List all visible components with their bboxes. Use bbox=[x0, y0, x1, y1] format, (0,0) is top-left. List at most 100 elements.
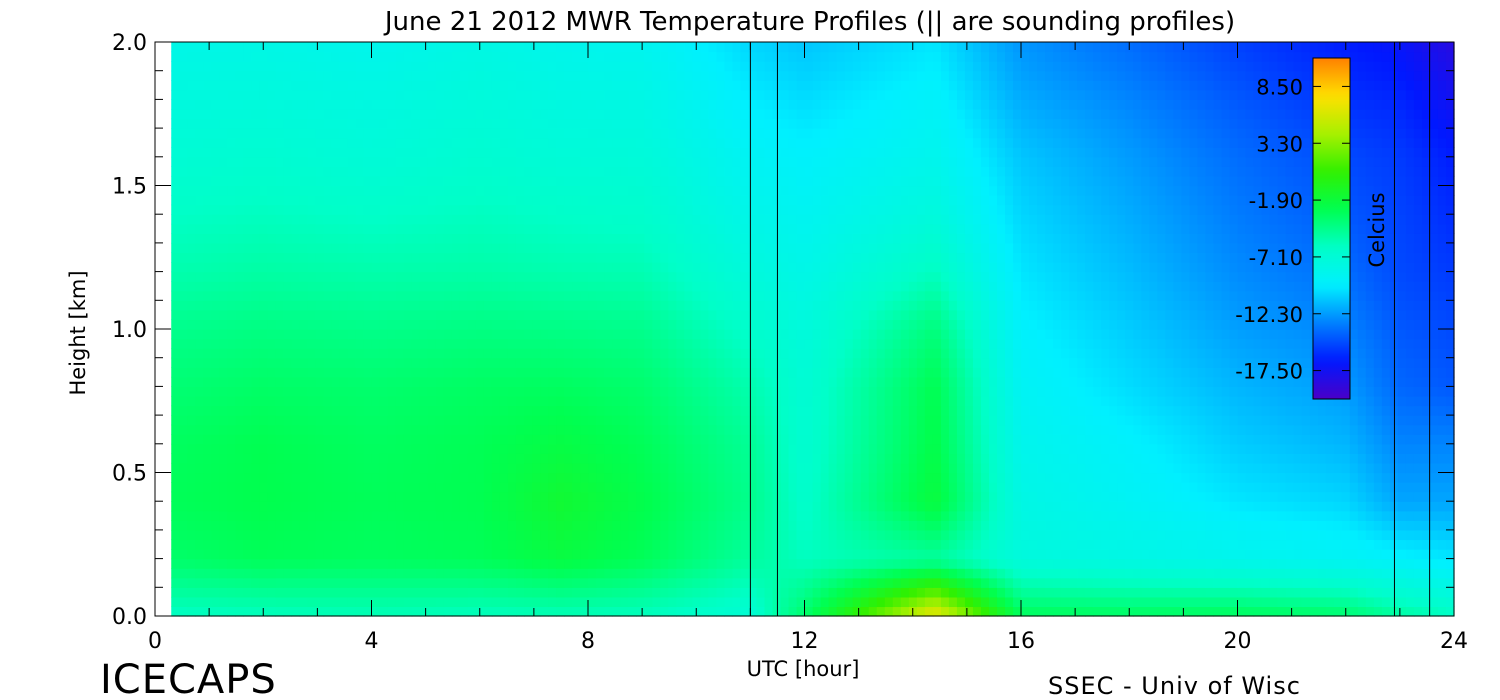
heatmap-cell bbox=[548, 395, 557, 407]
heatmap-cell bbox=[989, 539, 998, 550]
heatmap-cell bbox=[211, 329, 220, 340]
heatmap-cell bbox=[844, 386, 854, 397]
heatmap-cell bbox=[1069, 443, 1078, 454]
heatmap-cell bbox=[355, 405, 365, 416]
heatmap-cell bbox=[1205, 510, 1215, 521]
heatmap-cell bbox=[620, 338, 629, 349]
heatmap-cell bbox=[572, 453, 581, 464]
heatmap-cell bbox=[1309, 577, 1319, 588]
heatmap-cell bbox=[564, 587, 573, 598]
heatmap-cell bbox=[1237, 462, 1247, 474]
heatmap-cell bbox=[491, 596, 501, 608]
heatmap-cell bbox=[644, 415, 653, 426]
heatmap-cell bbox=[700, 338, 709, 349]
heatmap-cell bbox=[924, 367, 934, 378]
heatmap-cell bbox=[1069, 472, 1078, 483]
heatmap-cell bbox=[467, 348, 477, 359]
heatmap-cell bbox=[195, 549, 204, 560]
heatmap-cell bbox=[507, 539, 517, 550]
heatmap-cell bbox=[1429, 367, 1439, 378]
heatmap-cell bbox=[620, 376, 629, 387]
heatmap-cell bbox=[628, 395, 637, 407]
heatmap-cell bbox=[259, 386, 269, 397]
heatmap-cell bbox=[347, 453, 357, 464]
heatmap-cell bbox=[1029, 348, 1038, 359]
heatmap-cell bbox=[1317, 606, 1327, 617]
heatmap-cell bbox=[1221, 529, 1231, 541]
heatmap-cell bbox=[580, 348, 589, 359]
heatmap-cell bbox=[323, 424, 333, 435]
heatmap-cell bbox=[187, 606, 196, 617]
heatmap-cell bbox=[1093, 338, 1102, 349]
heatmap-cell bbox=[347, 348, 357, 359]
heatmap-cell bbox=[572, 501, 581, 512]
heatmap-cell bbox=[852, 558, 862, 569]
heatmap-cell bbox=[243, 510, 253, 521]
heatmap-cell bbox=[588, 462, 597, 474]
heatmap-cell bbox=[636, 386, 645, 397]
heatmap-cell bbox=[459, 395, 469, 407]
heatmap-cell bbox=[1189, 491, 1199, 502]
heatmap-cell bbox=[1077, 338, 1086, 349]
heatmap-cell bbox=[828, 415, 838, 426]
heatmap-cell bbox=[499, 329, 509, 340]
heatmap-cell bbox=[1133, 520, 1142, 531]
heatmap-cell bbox=[972, 501, 982, 512]
heatmap-cell bbox=[924, 587, 934, 598]
heatmap-cell bbox=[636, 491, 645, 502]
heatmap-cell bbox=[796, 443, 806, 454]
heatmap-cell bbox=[371, 577, 381, 588]
heatmap-cell bbox=[227, 520, 236, 531]
heatmap-cell bbox=[1413, 424, 1423, 435]
heatmap-cell bbox=[1437, 424, 1447, 435]
heatmap-cell bbox=[676, 367, 685, 378]
heatmap-cell bbox=[427, 558, 437, 569]
heatmap-cell bbox=[908, 462, 918, 474]
heatmap-cell bbox=[227, 357, 236, 368]
heatmap-cell bbox=[924, 462, 934, 474]
heatmap-cell bbox=[1317, 501, 1327, 512]
heatmap-cell bbox=[259, 558, 269, 569]
heatmap-cell bbox=[395, 520, 405, 531]
heatmap-cell bbox=[363, 424, 373, 435]
heatmap-cell bbox=[379, 520, 389, 531]
heatmap-cell bbox=[1165, 577, 1174, 588]
heatmap-cell bbox=[1189, 501, 1199, 512]
heatmap-cell bbox=[1245, 386, 1255, 397]
heatmap-cell bbox=[1325, 415, 1335, 426]
heatmap-cell bbox=[435, 482, 445, 493]
heatmap-cell bbox=[1181, 367, 1191, 378]
heatmap-cell bbox=[307, 482, 317, 493]
heatmap-cell bbox=[572, 348, 581, 359]
heatmap-cell bbox=[948, 501, 958, 512]
heatmap-cell bbox=[764, 568, 774, 579]
heatmap-cell bbox=[1405, 568, 1415, 579]
heatmap-cell bbox=[604, 386, 613, 397]
heatmap-cell bbox=[836, 386, 846, 397]
heatmap-cell bbox=[179, 329, 188, 340]
heatmap-cell bbox=[275, 319, 285, 330]
heatmap-cell bbox=[1293, 357, 1303, 368]
heatmap-cell bbox=[435, 348, 445, 359]
heatmap-cell bbox=[459, 549, 469, 560]
heatmap-cell bbox=[1181, 529, 1191, 541]
heatmap-cell bbox=[684, 596, 693, 608]
heatmap-cell bbox=[499, 453, 509, 464]
heatmap-cell bbox=[435, 329, 445, 340]
heatmap-cell bbox=[724, 577, 734, 588]
heatmap-cell bbox=[972, 357, 982, 368]
heatmap-cell bbox=[1277, 348, 1287, 359]
heatmap-cell bbox=[395, 472, 405, 483]
heatmap-cell bbox=[1085, 520, 1094, 531]
heatmap-cell bbox=[363, 415, 373, 426]
heatmap-cell bbox=[1261, 549, 1271, 560]
heatmap-cell bbox=[1293, 443, 1303, 454]
heatmap-cell bbox=[1277, 367, 1287, 378]
heatmap-cell bbox=[708, 395, 718, 407]
heatmap-cell bbox=[924, 558, 934, 569]
heatmap-cell bbox=[1365, 587, 1375, 598]
heatmap-cell bbox=[676, 395, 685, 407]
heatmap-cell bbox=[548, 549, 557, 560]
heatmap-cell bbox=[772, 501, 782, 512]
heatmap-cell bbox=[620, 520, 629, 531]
